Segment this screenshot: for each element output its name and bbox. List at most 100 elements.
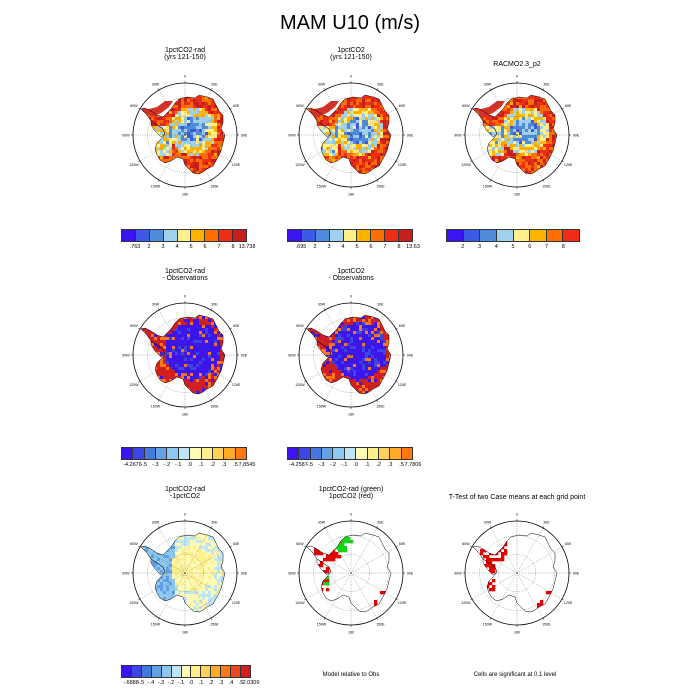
longitude-label: 120E — [398, 383, 407, 387]
panel-3-title: RACMO2.3_p2 — [452, 61, 582, 68]
panel-5-title: 1pctCO2 - Observations — [286, 268, 416, 282]
longitude-label: 120E — [232, 163, 241, 167]
labelbar-tick-label: .3 — [221, 462, 227, 468]
labelbar-tick-label: 7.8545 — [238, 462, 256, 468]
labelbar-tick-label: -.1 — [175, 462, 182, 468]
longitude-label: 120E — [564, 163, 573, 167]
panel-2-title-line2: (yrs 121-150) — [330, 54, 372, 61]
longitude-label: 120E — [398, 601, 407, 605]
labelbar-tick-label: .2 — [376, 462, 381, 468]
longitude-label: 60W — [296, 324, 304, 328]
labelbar-5-labels: -4.2587 -.5 -.3 -.2 -.1 .0 .1 .2 .3 .5 7.7806 — [287, 462, 421, 469]
coastline — [140, 532, 226, 613]
labelbar-tick-label: -.1 — [341, 462, 348, 468]
labelbar-swatch — [233, 230, 247, 241]
labelbar-swatch — [190, 448, 202, 459]
longitude-label: 150E — [542, 623, 551, 627]
labelbar-tick-label: .3 — [387, 462, 393, 468]
longitude-label: 180 — [348, 631, 354, 635]
labelbar-swatch — [322, 448, 334, 459]
labelbar-tick-label: 5 — [355, 244, 359, 250]
labelbar-swatch — [122, 448, 134, 459]
labelbar-swatch — [201, 666, 212, 677]
longitude-label: 150W — [483, 185, 493, 189]
labelbar-swatch — [171, 666, 182, 677]
labelbar-tick-label: .1 — [364, 462, 370, 468]
longitude-label: 150W — [151, 405, 161, 409]
labelbar-tick-label: -.5 — [306, 462, 314, 468]
labelbar-tick-label: 5 — [511, 244, 515, 250]
labelbar-tick-label: 5 — [189, 244, 193, 250]
longitude-label: 60E — [399, 324, 406, 328]
map-panel-1: 0 30E 60E 90E 120E 150E 180 150W 120W 90W 60W 30W — [115, 65, 255, 205]
longitude-label: 90W — [122, 354, 130, 358]
longitude-label: 120E — [564, 601, 573, 605]
longitude-label: 30W — [484, 82, 492, 86]
longitude-label: 150E — [210, 405, 219, 409]
longitude-label: 0 — [516, 513, 518, 517]
panel-1-title: 1pctCO2-rad (yrs 121-150) — [120, 47, 250, 61]
longitude-label: 60E — [399, 542, 406, 546]
map-data-cells — [141, 533, 225, 612]
labelbar-tick-label: -.3 — [318, 462, 325, 468]
longitude-label: 30E — [543, 82, 550, 86]
labelbar-swatch — [329, 230, 344, 241]
longitude-label: 90E — [573, 572, 580, 576]
longitude-label: 180 — [514, 193, 520, 197]
labelbar-tick-label: 8 — [231, 244, 235, 250]
labelbar-swatch — [530, 230, 547, 241]
labelbar-5 — [287, 447, 413, 460]
labelbar-swatch — [151, 666, 162, 677]
ice-shelf-outline — [316, 340, 332, 358]
longitude-label: 60W — [130, 104, 138, 108]
longitude-label: 30W — [318, 302, 326, 306]
graticule — [133, 521, 237, 625]
coastline — [306, 94, 392, 175]
labelbar-2-labels: .695 2 3 4 5 6 7 8 13.63 — [287, 244, 420, 251]
panel-7-title-line2: 1pctCO2 (red) — [328, 493, 374, 500]
labelbar-swatch — [231, 666, 242, 677]
longitude-label: 150W — [151, 185, 161, 189]
ice-shelf-outline — [150, 558, 166, 576]
labelbar-tick-label: -4.2587 — [289, 462, 308, 468]
labelbar-tick-label: .0 — [353, 462, 359, 468]
longitude-label: 120W — [295, 383, 305, 387]
labelbar-6 — [121, 665, 251, 678]
longitude-label: 90W — [288, 134, 296, 138]
longitude-label: 90W — [122, 572, 130, 576]
panel-6-title-line1: 1pctCO2-rad — [164, 486, 206, 493]
figure-title: MAM U10 (m/s) — [280, 12, 420, 34]
labelbar-swatch — [447, 230, 464, 241]
longitude-label: 30E — [377, 82, 384, 86]
panel-6-title: 1pctCO2-rad -1pctCO2 — [120, 486, 250, 500]
labelbar-swatch — [480, 230, 497, 241]
longitude-label: 30E — [211, 302, 218, 306]
ice-shelf-outline — [482, 558, 498, 576]
labelbar-tick-label: -.3 — [157, 680, 165, 686]
longitude-label: 120W — [461, 601, 471, 605]
longitude-label: 60E — [399, 104, 406, 108]
longitude-label: 120E — [398, 163, 407, 167]
labelbar-tick-label: 6 — [369, 244, 373, 250]
panel-7-footnote: Model relative to Obs — [322, 672, 380, 678]
labelbar-swatch — [156, 448, 168, 459]
labelbar-swatch — [177, 230, 192, 241]
graticule — [133, 303, 237, 407]
longitude-label: 0 — [350, 75, 352, 79]
longitude-label: 30E — [211, 82, 218, 86]
labelbar-tick-label: -.5 — [140, 462, 148, 468]
labelbar-swatch — [356, 448, 368, 459]
longitude-label: 150E — [542, 185, 551, 189]
labelbar-swatch — [221, 666, 232, 677]
labelbar-swatch — [235, 448, 246, 459]
longitude-label: 30E — [377, 520, 384, 524]
longitude-label: 90W — [288, 354, 296, 358]
map-2-svg: 0 30E 60E 90E 120E 150E 180 150W 120W 90W 60W 30W — [288, 75, 413, 197]
panel-3-title-line1: RACMO2.3_p2 — [493, 61, 541, 68]
labelbar-swatch — [301, 230, 316, 241]
labelbar-tick-label: 13.63 — [406, 244, 420, 250]
panel-8-title: T-Test of two Case means at each grid po… — [432, 494, 602, 501]
labelbar-swatch — [191, 230, 206, 241]
labelbar-swatch — [401, 448, 412, 459]
longitude-label: 150W — [317, 405, 327, 409]
